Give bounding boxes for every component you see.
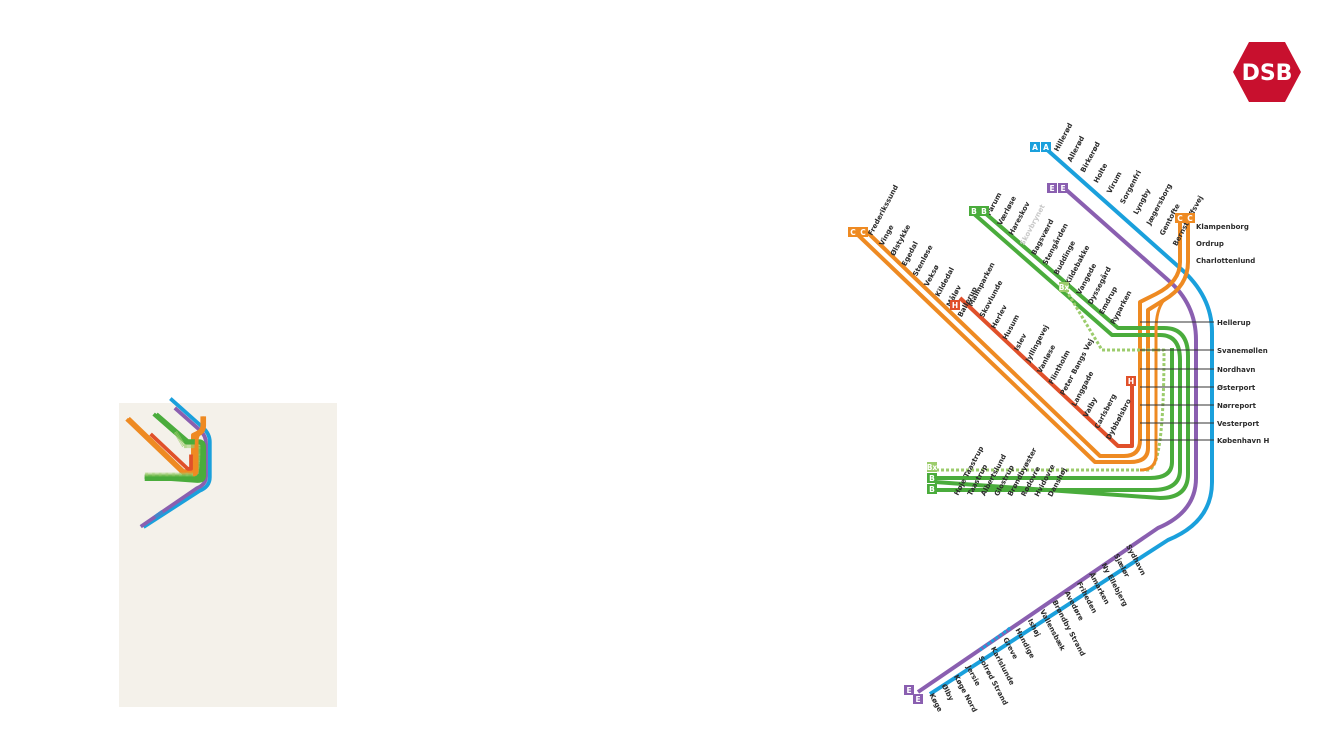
svg-text:C: C	[1177, 214, 1183, 223]
svg-text:E: E	[1049, 184, 1054, 193]
thumbnail-routes	[125, 397, 212, 529]
station-south-8: Ishøj	[1026, 618, 1042, 639]
station-h-10: Valby	[1082, 396, 1099, 419]
line-c-route	[856, 223, 1190, 464]
badge-c-2: C	[858, 227, 868, 237]
station-c-west-5: Veksø	[923, 263, 941, 288]
svg-text:A: A	[1032, 143, 1038, 152]
dsb-logo-text: DSB	[1242, 61, 1293, 86]
line-e-route	[916, 185, 1198, 694]
thumb-line-h-route	[149, 432, 193, 471]
station-a-north-1: Allerød	[1066, 135, 1086, 164]
badge-b-1: B	[969, 206, 979, 216]
map-thumbnail	[119, 403, 337, 707]
svg-text:Bx: Bx	[1059, 283, 1070, 292]
svg-text:B: B	[981, 207, 987, 216]
badge-c-1: C	[848, 227, 858, 237]
badge-bx-1: Bx	[1059, 282, 1070, 292]
station-trunk-1: Svanemøllen	[1217, 347, 1268, 355]
station-south-16: Køge	[927, 692, 944, 714]
line-h-route	[958, 296, 1134, 448]
badge-bx-2: Bx	[927, 462, 938, 472]
badge-c-4: C	[1185, 213, 1195, 223]
station-h-8: Peter Bangs Vej	[1059, 338, 1096, 397]
svg-text:E: E	[906, 686, 911, 695]
thumb-line-c-route-2	[127, 416, 205, 474]
station-south-13: Jersie	[964, 663, 982, 687]
thumb-line-a-route	[142, 397, 212, 529]
station-trunk-3: Østerport	[1217, 384, 1256, 392]
station-trunk-5: Vesterport	[1217, 420, 1260, 428]
station-a-north-3: Holte	[1092, 162, 1109, 185]
badge-h-1: H	[950, 300, 960, 310]
thumb-line-c-connector	[192, 433, 201, 477]
dsb-logo: DSB	[1233, 42, 1301, 102]
badge-b-4: B	[927, 484, 937, 494]
badge-e-2: E	[1058, 183, 1068, 193]
svg-text:Bx: Bx	[927, 463, 938, 472]
badge-c-3: C	[1175, 213, 1185, 223]
station-c-coast-2: Charlottenlund	[1196, 257, 1255, 265]
station-a-north-4: Virum	[1106, 170, 1124, 194]
svg-text:C: C	[850, 228, 856, 237]
station-a-north-6: Lyngby	[1132, 187, 1152, 216]
thumb-line-a-dashed	[154, 510, 164, 519]
badge-e-1: E	[1047, 183, 1057, 193]
line-b-route	[935, 211, 1182, 492]
badge-a-2: A	[1041, 142, 1051, 152]
badge-e-3: E	[904, 685, 914, 695]
station-labels: HillerødAllerødBirkerødHolteVirumSorgenf…	[867, 122, 1270, 714]
station-c-coast-1: Ordrup	[1196, 240, 1224, 248]
station-trunk-6: København H	[1217, 437, 1270, 445]
svg-text:C: C	[1187, 214, 1193, 223]
svg-text:B: B	[929, 474, 935, 483]
svg-text:E: E	[1060, 184, 1065, 193]
station-h-4: Islev	[1013, 332, 1029, 352]
line-c-connector	[1139, 299, 1166, 472]
line-c-route-2	[864, 223, 1182, 458]
station-c-coast-0: Klampenborg	[1196, 223, 1249, 231]
station-trunk-0: Hellerup	[1217, 319, 1251, 327]
svg-text:B: B	[929, 485, 935, 494]
dsb-logo-hexagon	[1233, 42, 1301, 102]
line-b-route-3	[935, 348, 1174, 480]
badge-a-1: A	[1030, 142, 1040, 152]
svg-text:H: H	[1128, 377, 1134, 386]
thumbnail-map	[125, 397, 212, 529]
svg-text:A: A	[1043, 143, 1049, 152]
svg-text:H: H	[952, 301, 958, 310]
badge-e-4: E	[913, 694, 923, 704]
svg-text:C: C	[860, 228, 866, 237]
line-a-route	[928, 145, 1214, 696]
badge-b-3: B	[927, 473, 937, 483]
station-trunk-2: Nordhavn	[1217, 366, 1255, 374]
badge-b-2: B	[979, 206, 989, 216]
svg-text:B: B	[971, 207, 977, 216]
line-a-dashed	[979, 626, 1011, 652]
badge-h-2: H	[1126, 376, 1136, 386]
thumb-line-b-route-3	[144, 445, 203, 479]
thumb-line-b-route-2	[144, 412, 207, 483]
station-c-west-0: Frederikssund	[867, 184, 900, 237]
svg-text:E: E	[915, 695, 920, 704]
station-ticks	[1140, 321, 1214, 441]
station-c-west-1: Vinge	[878, 223, 896, 247]
station-trunk-4: Nørreport	[1217, 402, 1257, 410]
station-south-15: Ølby	[940, 683, 956, 703]
line-b-route-2	[934, 211, 1190, 500]
